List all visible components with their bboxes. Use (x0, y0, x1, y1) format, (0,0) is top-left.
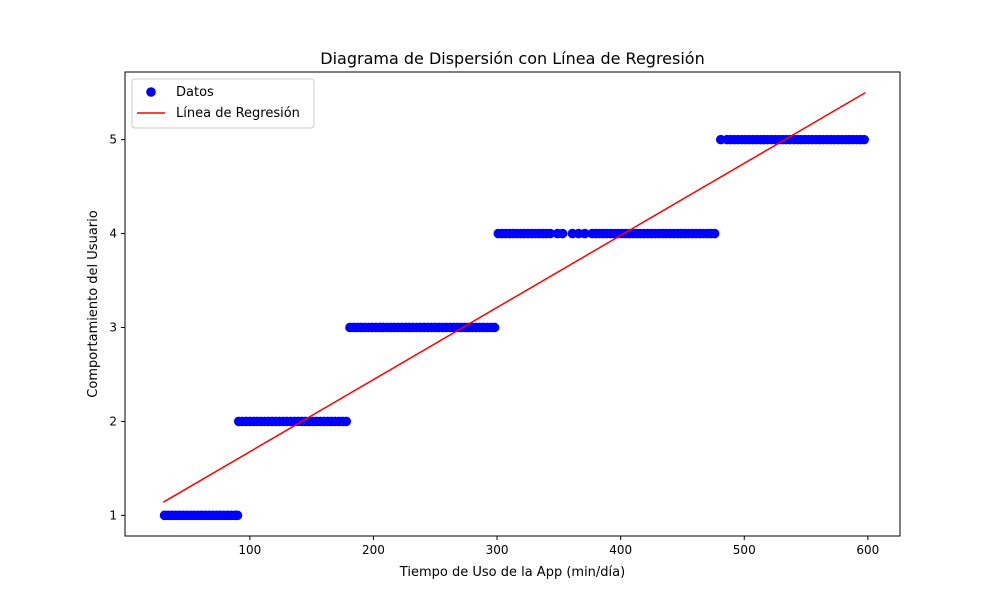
chart-title: Diagrama de Dispersión con Línea de Regr… (320, 49, 704, 68)
x-tick-label: 400 (609, 543, 632, 557)
x-tick-label: 100 (238, 543, 261, 557)
x-tick-label: 500 (733, 543, 756, 557)
legend-marker-datos (146, 87, 156, 97)
regression-line (162, 92, 866, 503)
legend: Datos Línea de Regresión (131, 78, 315, 129)
regression-line-layer (162, 92, 866, 503)
y-tick-label: 1 (109, 508, 117, 522)
data-point-183 (859, 134, 869, 145)
data-point-105 (545, 228, 555, 239)
y-axis-ticks: 1 2 3 4 5 (109, 133, 125, 522)
x-tick-label: 600 (856, 543, 879, 557)
x-tick-label: 200 (362, 543, 385, 557)
data-point-90 (489, 322, 500, 333)
legend-label-datos: Datos (176, 85, 214, 100)
data-point-144 (709, 228, 720, 239)
y-tick-label: 5 (109, 133, 117, 147)
data-point-50 (341, 416, 352, 427)
data-point-107 (557, 228, 568, 239)
y-tick-label: 2 (109, 414, 117, 428)
legend-label-regresion: Línea de Regresión (176, 106, 300, 121)
data-point-110 (580, 228, 590, 239)
plot-frame (124, 71, 901, 537)
x-axis-ticks: 100 200 300 400 500 600 (238, 536, 879, 557)
y-tick-label: 4 (109, 227, 117, 241)
y-axis-label: Comportamiento del Usuario (86, 210, 101, 397)
scatter-points (159, 134, 869, 521)
x-axis-label: Tiempo de Uso de la App (min/día) (399, 565, 625, 580)
y-tick-label: 3 (109, 320, 117, 334)
x-tick-label: 300 (486, 543, 509, 557)
data-point-20 (232, 510, 243, 521)
legend-box (131, 78, 315, 129)
